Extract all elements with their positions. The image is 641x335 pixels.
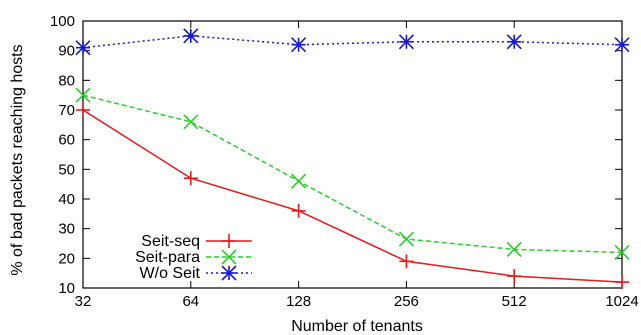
data-point-0-2 [291, 203, 306, 218]
x-tick-label: 1024 [605, 293, 638, 310]
series-line-1 [82, 94, 623, 254]
marker-stroke [506, 241, 522, 257]
data-point-1-3 [398, 231, 414, 247]
legend-marker [221, 249, 237, 265]
series-markers [75, 28, 630, 290]
x-tick-label: 64 [182, 293, 199, 310]
x-tick-label: 512 [502, 293, 527, 310]
legend-marker [221, 265, 237, 281]
marker-stroke [75, 87, 91, 103]
x-axis-label: Number of tenants [291, 318, 423, 335]
y-tick-label: 100 [50, 13, 75, 30]
plot-frame [82, 20, 623, 289]
marker-stroke [398, 231, 414, 247]
marker-stroke [614, 37, 630, 53]
marker-stroke [183, 114, 199, 130]
legend-label: Seit-seq [141, 233, 200, 250]
x-tick-label: 256 [394, 293, 419, 310]
y-tick-label: 30 [58, 221, 75, 238]
data-point-0-3 [399, 254, 414, 269]
data-point-1-5 [614, 244, 630, 260]
data-point-0-1 [183, 171, 198, 186]
data-point-2-0 [75, 40, 91, 56]
marker-stroke [291, 37, 307, 53]
y-tick-label: 40 [58, 191, 75, 208]
data-point-0-5 [615, 275, 629, 290]
legend-label: W/o Seit [140, 265, 201, 282]
y-tick-label: 80 [58, 72, 75, 89]
legend-marker [222, 234, 236, 248]
data-point-1-1 [183, 114, 199, 130]
data-point-0-4 [507, 269, 522, 284]
series-line-2 [82, 35, 623, 49]
data-point-2-3 [398, 34, 414, 50]
y-axis-ticks: 10 20 30 40 50 60 70 80 90 100 [50, 13, 622, 297]
x-tick-label: 32 [75, 293, 92, 310]
data-point-0-0 [76, 103, 90, 117]
marker-stroke [183, 28, 199, 44]
legend-label: Seit-para [135, 249, 200, 266]
y-tick-label: 10 [58, 280, 75, 297]
marker-stroke [291, 173, 307, 189]
y-tick-label: 90 [58, 43, 75, 60]
data-point-2-4 [506, 34, 522, 50]
y-axis-label: % of bad packets reaching hosts [9, 44, 26, 275]
marker-stroke [398, 34, 414, 50]
marker-stroke [506, 34, 522, 50]
data-point-2-1 [183, 28, 199, 44]
x-tick-label: 128 [286, 293, 311, 310]
y-tick-label: 20 [58, 250, 75, 267]
data-point-2-5 [614, 37, 630, 53]
data-point-1-4 [506, 241, 522, 257]
plot-border [82, 20, 623, 289]
data-point-1-0 [75, 87, 91, 103]
series-lines [82, 35, 623, 283]
data-point-1-2 [291, 173, 307, 189]
series-line-0 [82, 109, 623, 283]
marker-stroke [221, 249, 237, 265]
marker-stroke [221, 265, 237, 281]
x-axis-ticks: 32 64 128 256 512 1024 [75, 21, 639, 310]
y-tick-label: 50 [58, 161, 75, 178]
y-tick-label: 60 [58, 132, 75, 149]
data-point-2-2 [291, 37, 307, 53]
y-tick-label: 70 [58, 102, 75, 119]
marker-stroke [75, 40, 91, 56]
marker-stroke [614, 244, 630, 260]
